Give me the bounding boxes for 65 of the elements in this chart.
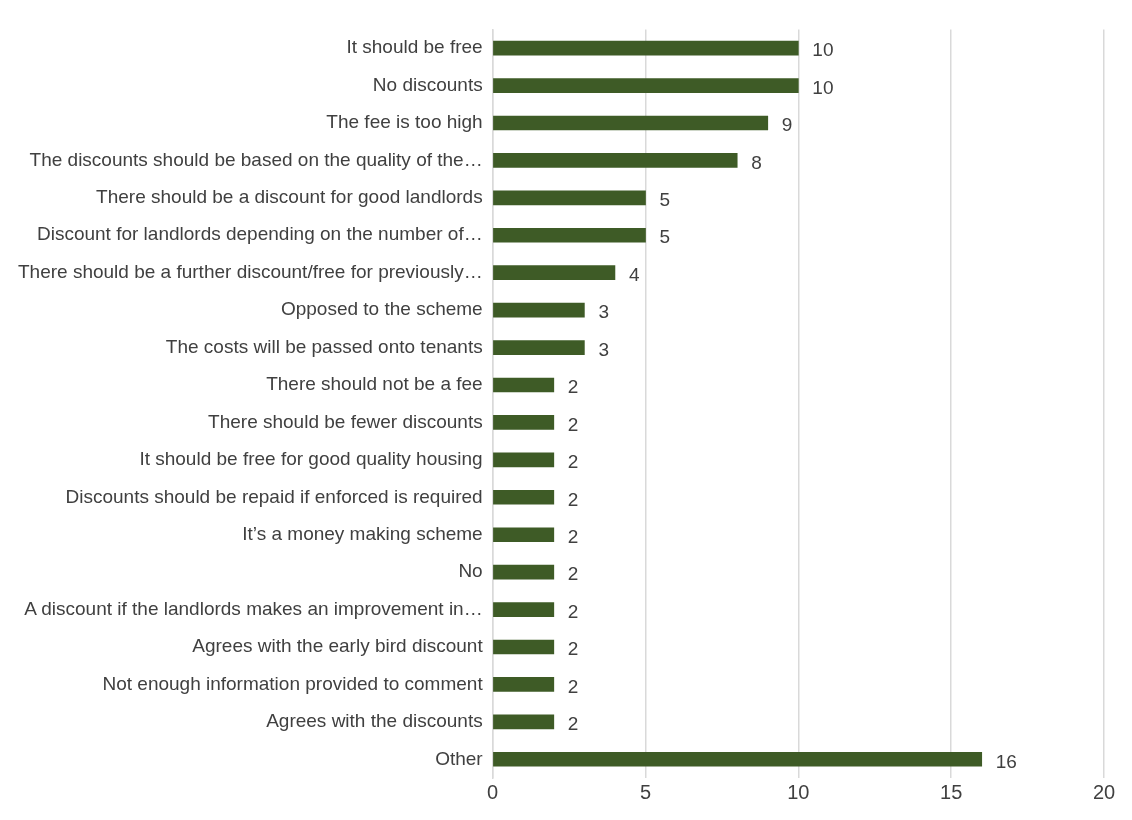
bar	[493, 751, 983, 767]
x-tick-label: 15	[940, 780, 963, 803]
y-tick-label: Agrees with the early bird discount	[192, 635, 484, 657]
data-label: 2	[567, 376, 579, 398]
y-tick-label: Agrees with the discounts	[266, 710, 483, 732]
bar	[493, 602, 555, 617]
y-tick-label: Opposed to the scheme	[280, 298, 483, 320]
y-tick-label: There should be fewer discounts	[208, 410, 483, 432]
data-label: 2	[567, 713, 579, 735]
data-label: 3	[598, 301, 609, 323]
data-label: 2	[567, 451, 579, 473]
data-label: 10	[812, 39, 834, 61]
bar	[493, 677, 555, 692]
bar	[493, 452, 555, 468]
y-tick-label: It should be free	[346, 36, 483, 58]
y-tick-label: It’s a money making scheme	[242, 522, 483, 544]
bar	[493, 564, 555, 580]
bar	[493, 190, 646, 206]
data-label: 2	[567, 675, 579, 697]
bar	[493, 714, 555, 730]
data-label: 2	[567, 563, 579, 585]
bar	[493, 415, 555, 430]
data-label: 2	[567, 488, 579, 510]
data-label: 2	[567, 600, 579, 622]
data-label: 2	[567, 525, 579, 547]
bar	[493, 115, 769, 131]
x-tick-label: 0	[487, 780, 499, 803]
data-label: 3	[598, 338, 609, 360]
data-label: 5	[659, 226, 671, 248]
y-tick-label: The discounts should be based on the quality of the…	[29, 148, 483, 170]
y-tick-label: There should not be a fee	[266, 373, 483, 395]
y-tick-label: The costs will be passed onto tenants	[165, 335, 483, 357]
data-label: 2	[567, 638, 579, 660]
bar	[493, 302, 585, 318]
y-tick-label: Other	[435, 747, 484, 769]
bar	[493, 639, 555, 655]
data-label: 16	[995, 750, 1017, 772]
y-tick-label: A discount if the landlords makes an improvement in…	[24, 597, 483, 619]
y-tick-label: Discount for landlords depending on the number of…	[36, 223, 483, 245]
x-tick-label: 5	[639, 780, 652, 803]
data-label: 5	[659, 189, 671, 211]
bar	[493, 153, 738, 168]
data-label: 9	[781, 114, 793, 136]
data-label: 2	[567, 413, 579, 435]
data-label: 8	[751, 151, 762, 173]
bar	[493, 40, 799, 56]
y-tick-label: No	[458, 560, 483, 582]
bar	[493, 377, 555, 393]
y-tick-label: Discounts should be repaid if enforced is required	[65, 485, 483, 507]
bar	[493, 227, 646, 243]
data-label: 10	[812, 76, 834, 98]
bar	[493, 78, 799, 93]
bar	[493, 265, 616, 281]
x-tick-label: 20	[1092, 780, 1116, 803]
y-tick-label: No discounts	[372, 73, 483, 95]
bar	[493, 340, 585, 355]
y-tick-label: There should be a discount for good landlords	[96, 186, 483, 208]
y-tick-label: It should be free for good quality housing	[139, 448, 483, 470]
bar	[493, 527, 555, 543]
data-label: 4	[628, 263, 640, 285]
y-tick-label: Not enough information provided to comment	[102, 672, 484, 694]
x-tick-label: 10	[787, 780, 810, 803]
y-tick-label: The fee is too high	[326, 111, 483, 133]
y-tick-label: There should be a further discount/free for previously…	[18, 260, 483, 282]
bar	[493, 489, 555, 505]
